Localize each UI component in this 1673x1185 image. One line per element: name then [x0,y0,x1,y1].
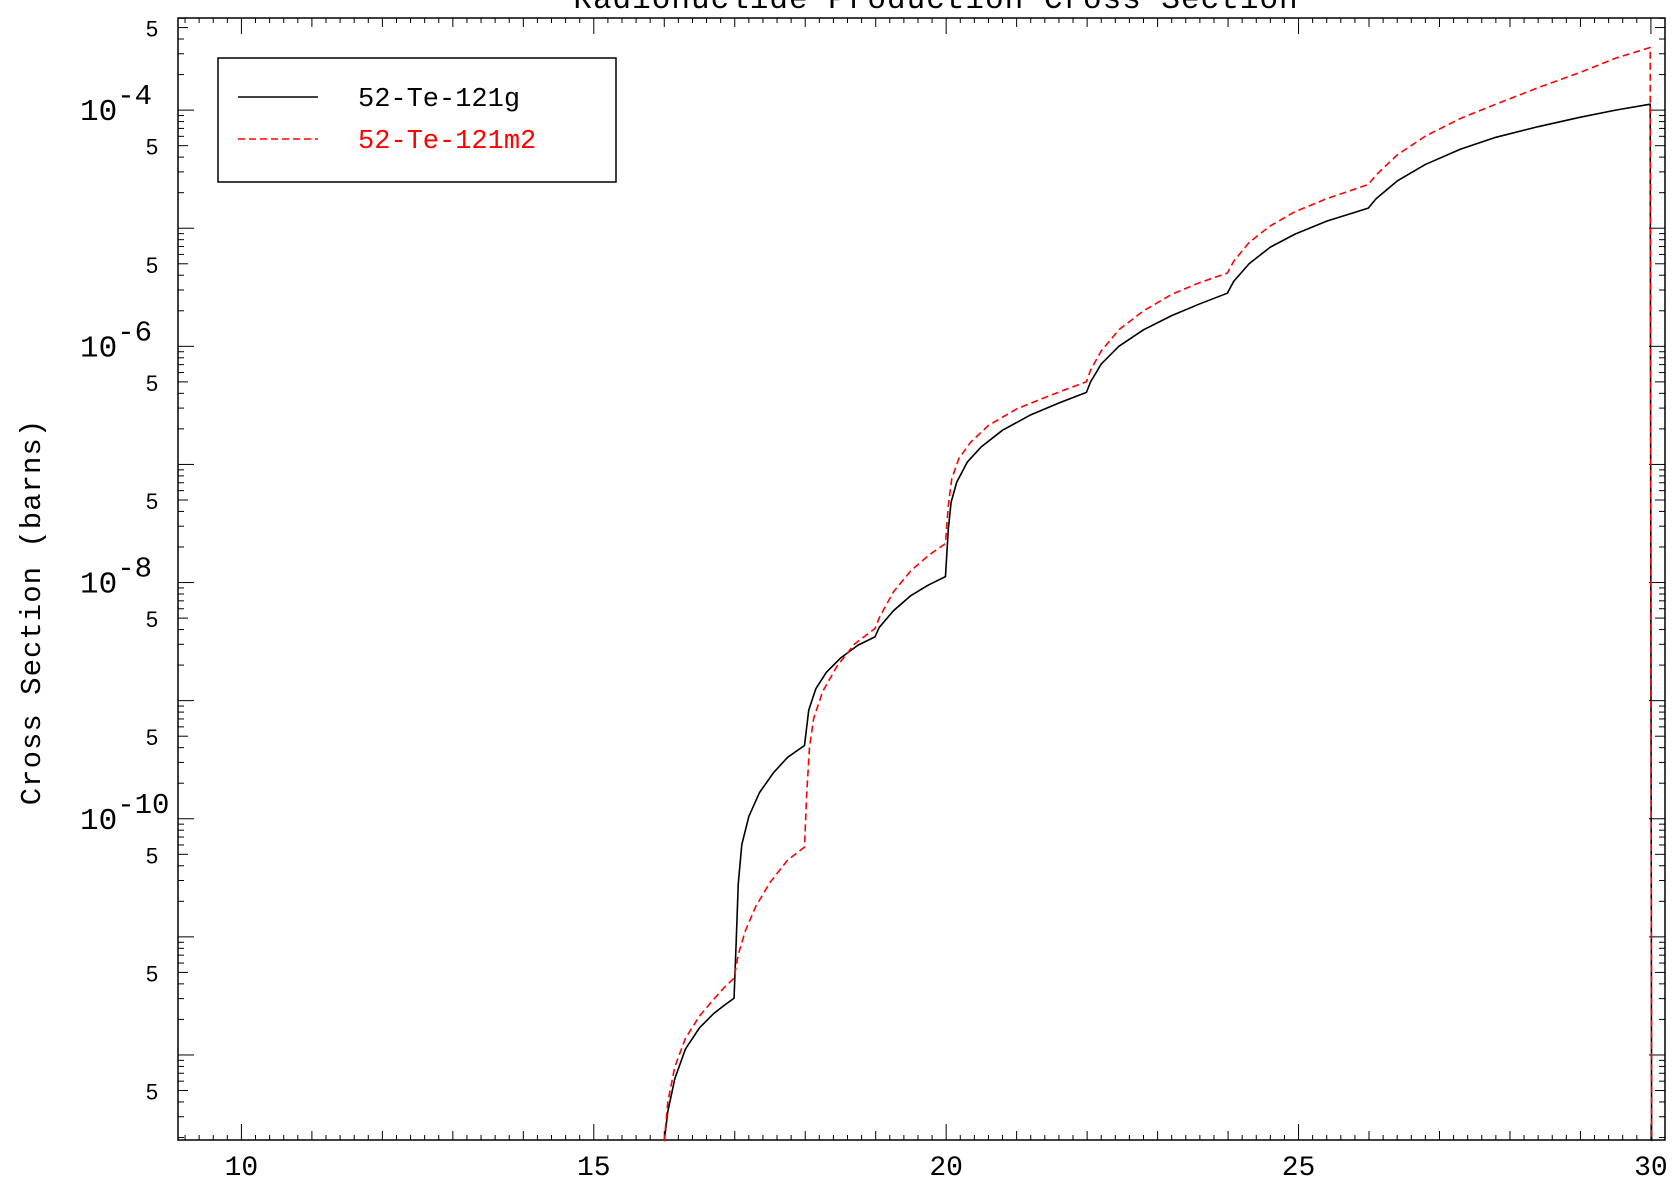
chart-title: Radionuclide Production Cross Section [573,0,1298,18]
y-major-label: 10-6 [80,316,152,366]
plot-axes [177,17,1666,1141]
y-minor-label: 5 [146,725,158,750]
y-minor-label: 5 [146,961,158,986]
y-minor-label: 5 [146,1080,158,1105]
plot-frame [177,17,1666,1141]
y-minor-label: 5 [146,135,158,160]
tick-labels: 10 15 20 25 30 5 5 5 5 5 5 5 5 5 5 10-4 10-6 10-8 10-10 [80,17,1668,1184]
legend-box [217,57,617,183]
y-minor-label: 5 [146,17,158,42]
x-tick-label-25: 25 [1282,1153,1316,1184]
series-layer [663,46,1653,1142]
x-tick-label-10: 10 [225,1153,259,1184]
y-minor-label: 5 [146,607,158,632]
x-tick-label-15: 15 [577,1153,611,1184]
series-line-52-te-121m2 [663,46,1653,1142]
legend-label-52-te-121g: 52-Te-121g [358,85,520,115]
y-minor-label: 5 [146,843,158,868]
y-minor-label: 5 [146,371,158,396]
y-minor-label: 5 [146,253,158,278]
legend: 52-Te-121g 52-Te-121m2 [217,57,617,183]
y-axis-label: Cross Section (barns) [16,419,49,805]
series-line-52-te-121g [663,103,1653,1142]
y-minor-label: 5 [146,489,158,514]
y-major-label: 10-4 [80,80,152,130]
legend-label-52-te-121m2: 52-Te-121m2 [358,127,536,157]
x-tick-label-30: 30 [1634,1153,1668,1184]
y-major-label: 10-10 [80,789,169,839]
y-major-label: 10-8 [80,553,152,603]
x-tick-label-20: 20 [929,1153,963,1184]
